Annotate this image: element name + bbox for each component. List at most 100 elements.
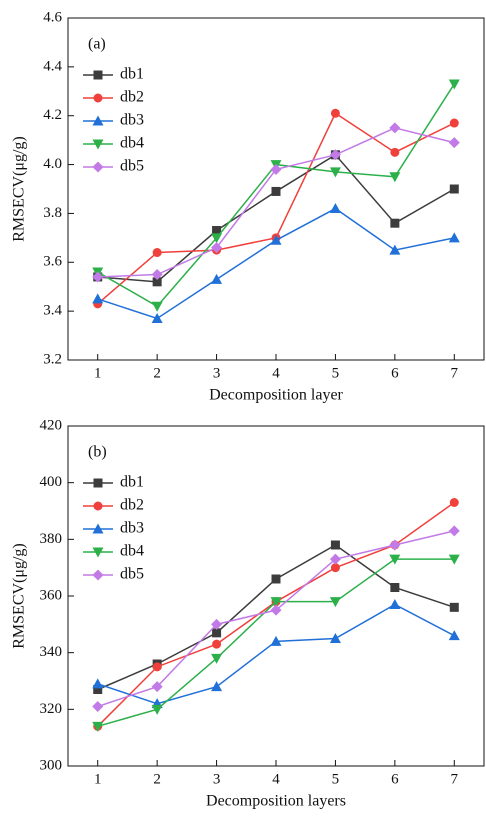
marker	[151, 269, 163, 280]
marker	[152, 662, 162, 672]
y-axis-title: RMSECV(μg/g)	[11, 136, 28, 241]
marker	[211, 242, 223, 254]
marker	[329, 597, 341, 608]
x-axis-title: Decomposition layer	[209, 387, 343, 404]
series-line	[97, 127, 455, 278]
x-tick-label: 4	[272, 365, 280, 381]
marker	[449, 118, 459, 128]
y-tick-label: 320	[40, 701, 63, 717]
marker	[212, 628, 222, 638]
legend-label: db4	[120, 543, 144, 560]
marker	[389, 122, 401, 134]
marker	[152, 248, 162, 258]
marker	[151, 704, 163, 715]
x-tick-label: 7	[451, 771, 459, 787]
marker	[151, 301, 163, 312]
y-axis-title: RMSECV(μg/g)	[11, 543, 28, 648]
x-tick-label: 2	[153, 771, 161, 787]
legend-label: db2	[120, 497, 144, 514]
x-tick-label: 1	[94, 771, 102, 787]
legend-label: db1	[120, 66, 144, 83]
x-tick-label: 5	[332, 771, 340, 787]
marker	[212, 226, 222, 236]
marker	[448, 554, 460, 565]
x-tick-label: 3	[213, 365, 221, 381]
y-tick-label: 4.4	[43, 58, 62, 74]
legend-label: db5	[120, 566, 144, 583]
marker	[211, 618, 223, 630]
y-tick-label: 3.6	[43, 254, 62, 270]
marker	[151, 681, 163, 693]
y-tick-label: 3.8	[43, 205, 62, 221]
marker	[448, 525, 460, 537]
marker	[211, 233, 223, 244]
legend-marker	[92, 139, 104, 150]
legend-marker	[93, 93, 103, 103]
marker	[390, 583, 400, 592]
marker	[92, 678, 104, 689]
marker	[92, 293, 104, 304]
plot-frame	[67, 425, 485, 767]
y-tick-label: 360	[40, 587, 63, 603]
marker	[271, 186, 281, 196]
marker	[389, 244, 401, 255]
marker	[448, 137, 460, 149]
legend-marker	[93, 70, 103, 80]
legend-label: db4	[120, 135, 144, 152]
x-tick-label: 3	[213, 771, 221, 787]
x-tick-label: 1	[94, 365, 102, 381]
marker	[330, 540, 340, 550]
marker	[152, 277, 162, 287]
plot-frame	[67, 17, 485, 361]
marker	[330, 108, 340, 118]
marker	[271, 574, 281, 584]
marker	[330, 563, 340, 573]
marker	[270, 163, 282, 175]
marker	[329, 553, 341, 565]
legend-marker	[93, 478, 103, 488]
marker	[389, 172, 401, 183]
marker	[151, 312, 163, 323]
marker	[389, 539, 401, 551]
marker	[389, 599, 401, 609]
legend-marker	[92, 547, 104, 558]
marker	[448, 232, 460, 243]
marker	[270, 597, 282, 608]
marker	[93, 685, 103, 694]
y-tick-label: 4.2	[43, 107, 62, 123]
legend-marker	[92, 569, 104, 581]
y-tick-label: 380	[40, 531, 63, 547]
series-line	[97, 544, 455, 691]
marker	[92, 271, 104, 283]
legend-marker	[92, 115, 104, 126]
marker	[329, 167, 341, 178]
marker	[211, 653, 223, 664]
marker	[329, 633, 341, 643]
marker	[389, 554, 401, 565]
marker	[270, 635, 282, 646]
legend-label: db2	[120, 89, 144, 106]
marker	[270, 604, 282, 616]
panel-label: (b)	[88, 444, 107, 461]
marker	[390, 218, 400, 228]
marker	[448, 630, 460, 641]
legend-label: db5	[120, 158, 144, 175]
legend-marker	[92, 523, 104, 534]
x-tick-label: 6	[391, 771, 399, 787]
marker	[92, 701, 104, 712]
marker	[329, 203, 341, 214]
x-axis-title: Decomposition layers	[206, 793, 346, 810]
y-tick-label: 340	[40, 644, 63, 660]
panel-label: (a)	[88, 36, 106, 53]
legend-marker	[92, 161, 104, 173]
y-tick-label: 400	[40, 474, 63, 490]
x-tick-label: 4	[272, 771, 280, 787]
y-tick-label: 4.0	[43, 156, 62, 172]
legend-label: db3	[120, 520, 144, 537]
y-tick-label: 300	[40, 757, 63, 773]
marker	[449, 184, 459, 194]
marker	[212, 639, 222, 649]
x-tick-label: 6	[391, 365, 399, 381]
y-tick-label: 420	[40, 417, 63, 433]
